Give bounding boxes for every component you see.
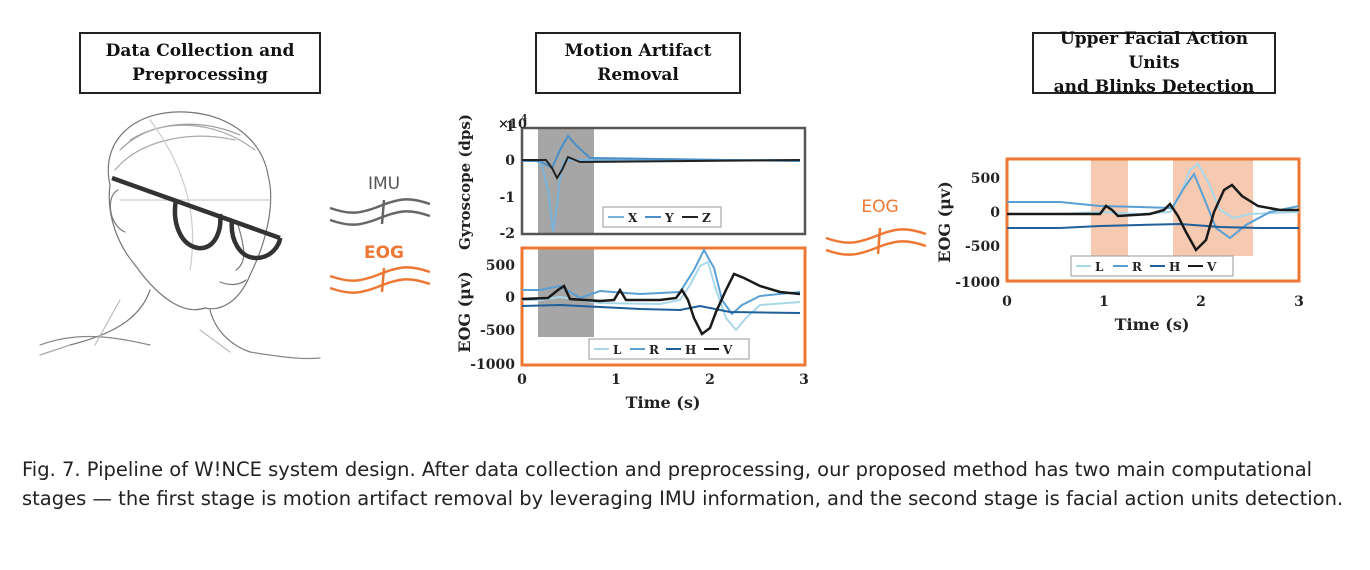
eog-mid-xlabel: Time (s) [626,393,701,412]
eog-mid-xtick: 0 [517,372,527,388]
eog-right-xtick: 1 [1099,294,1109,310]
gyro-series-z [522,155,801,181]
stage-title-line1: Data Collection and [105,41,295,61]
eog-mid-ytick: -500 [480,323,515,339]
eog-mid-ylabel: EOG (μv) [455,271,474,353]
pipeline-diagram: IMU EOG EOG ×10 4 1 0 -1 -2 Gyroscope (d… [39,111,1304,412]
gyro-legend: X Y Z [602,206,722,228]
eog-mid-xtick: 3 [799,372,809,388]
eog-output-label: EOG [861,197,898,217]
gyro-series-y [522,134,801,170]
stage-title-line1: Upper Facial Action Units [1059,29,1249,73]
eog-mid-xtick: 1 [611,372,621,388]
gyro-multiplier-exponent: 4 [521,114,527,124]
gyro-ytick: -1 [499,190,515,206]
gyro-legend-y: Y [664,211,674,225]
eog-right-xtick: 2 [1196,294,1206,310]
eog-right-legend-V: V [1206,260,1217,274]
eog-output-arrow [825,227,927,256]
gyro-legend-x: X [628,211,638,225]
gyro-ytick: -2 [499,226,515,242]
gyroscope-frame [520,126,807,236]
gyro-ytick: 0 [505,153,515,169]
stage-title-line2: and Blinks Detection [1053,77,1255,97]
eog-signal-label: EOG [364,243,404,263]
stage-title-line2: Preprocessing [132,65,268,85]
eog-right-series-H [1007,222,1299,229]
stage-box-data-collection: Data Collection and Preprocessing [79,32,321,94]
eog-mid-ytick: 0 [505,290,515,306]
eog-signal-arrow [329,266,431,294]
eog-right-series-L [1007,162,1300,220]
eog-plot-middle: 500 0 -500 -1000 0 1 2 3 Time (s) EOG (μ… [455,246,809,412]
eog-mid-xtick: 2 [705,372,715,388]
imu-signal-label: IMU [368,174,400,194]
eog-right-ytick: -500 [965,239,1000,255]
eog-right-ytick: 0 [990,205,1000,221]
eog-right-series-R [1007,171,1300,240]
eog-right-xtick: 3 [1294,294,1304,310]
face-sketch-illustration [39,111,321,360]
stage-title-line1: Motion Artifact [564,41,712,61]
eog-right-xtick: 0 [1002,294,1012,310]
stage-box-motion-artifact: Motion Artifact Removal [535,32,741,94]
eog-right-legend-R: R [1132,260,1143,274]
detection-shade-region [1173,160,1253,256]
glasses-icon [111,175,283,261]
gyroscope-plot: ×10 4 1 0 -1 -2 Gyroscope (dps) X Y Z [456,114,807,250]
imu-signal-arrow [329,198,431,226]
eog-mid-legend-R: R [649,343,660,357]
motion-shade-region [538,128,594,234]
eog-mid-legend-H: H [685,343,696,357]
gyro-ytick: 1 [505,119,515,135]
stage-title-line2: Removal [597,65,679,85]
eog-right-legend-H: H [1169,260,1180,274]
eog-middle-frame [520,246,807,367]
gyro-multiplier: ×10 [498,117,527,132]
eog-mid-legend-L: L [613,343,622,357]
eog-right-ytick: 500 [971,171,1000,187]
eog-plot-right: 500 0 -500 -1000 0 1 2 3 Time (s) EOG (μ… [935,157,1304,334]
stage-box-facial-action: Upper Facial Action Units and Blinks Det… [1032,29,1276,97]
eog-right-legend: L R H V [1070,255,1234,277]
eog-right-series-V [1007,183,1299,253]
gyro-legend-z: Z [702,211,711,225]
eog-right-ylabel: EOG (μv) [935,181,954,263]
figure-caption: Fig. 7. Pipeline of W!NCE system design.… [22,458,1344,510]
eog-mid-ytick: 500 [486,258,515,274]
eog-right-xlabel: Time (s) [1115,315,1190,334]
eog-mid-legend: L R H V [588,338,750,360]
eog-mid-series-H [521,303,801,314]
eog-mid-series-V [521,272,801,336]
eog-right-frame [1005,157,1301,283]
eog-right-legend-L: L [1095,260,1104,274]
eog-mid-ytick: -1000 [470,357,515,373]
eog-right-ytick: -1000 [955,275,1000,291]
gyro-ylabel: Gyroscope (dps) [456,114,474,250]
eog-mid-legend-V: V [722,343,733,357]
